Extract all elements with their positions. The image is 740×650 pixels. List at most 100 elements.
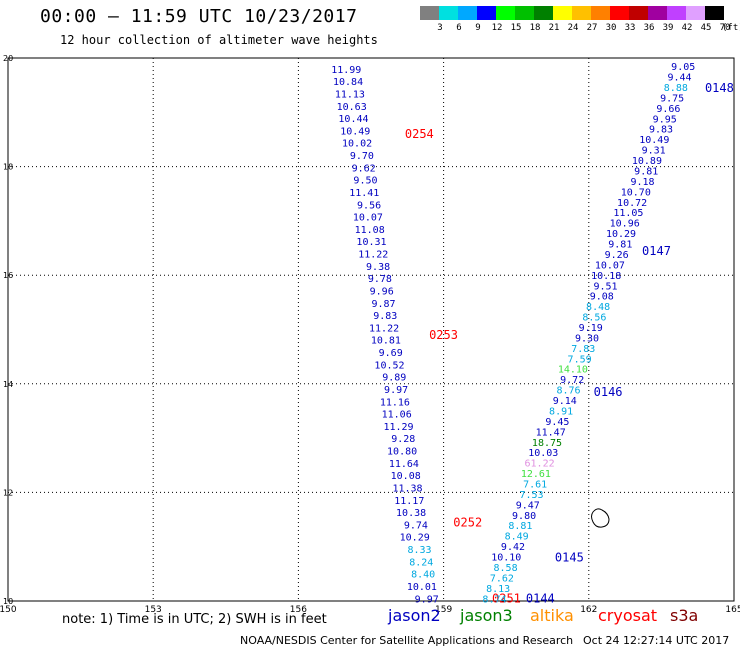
wave-height-label: 10.10 xyxy=(491,553,521,564)
color-swatch xyxy=(439,6,458,20)
wave-height-label: 11.41 xyxy=(349,188,379,199)
pass-time-label: 0146 xyxy=(594,385,623,399)
wave-height-label: 9.72 xyxy=(560,375,584,386)
wave-height-label: 10.31 xyxy=(356,237,386,248)
wave-height-label: 9.69 xyxy=(379,348,403,359)
wave-height-label: 14.10 xyxy=(558,365,588,376)
wave-height-label: 10.49 xyxy=(639,135,669,146)
wave-height-label: 10.44 xyxy=(338,114,368,125)
x-tick-label: 159 xyxy=(435,605,452,615)
wave-height-label: 11.13 xyxy=(335,89,365,100)
wave-height-label: 10.38 xyxy=(396,508,426,519)
color-swatch xyxy=(572,6,591,20)
color-swatch xyxy=(534,6,553,20)
wave-height-label: 11.29 xyxy=(383,422,413,433)
wave-height-label: 12.61 xyxy=(521,469,551,480)
wave-height-label: 7.59 xyxy=(568,354,592,365)
wave-height-label: 9.08 xyxy=(590,292,614,303)
wave-height-label: 9.81 xyxy=(634,166,658,177)
wave-height-label: 10.18 xyxy=(591,271,621,282)
wave-height-label: 9.78 xyxy=(368,274,392,285)
wave-height-label: 10.80 xyxy=(387,447,417,458)
wave-height-label: 9.96 xyxy=(370,286,394,297)
wave-height-label: 10.29 xyxy=(400,533,430,544)
y-tick-label: 18 xyxy=(3,163,13,172)
wave-height-label: 10.49 xyxy=(340,126,370,137)
wave-height-label: 61.22 xyxy=(525,459,555,470)
y-tick-label: 10 xyxy=(3,597,13,606)
pass-time-label: 0251 xyxy=(492,591,521,605)
wave-height-label: 9.47 xyxy=(516,500,540,511)
wave-height-label: 10.07 xyxy=(595,260,625,271)
color-scale-tick: 39 xyxy=(662,23,674,33)
y-tick-label: 12 xyxy=(3,488,13,497)
wave-height-label: 8.33 xyxy=(407,545,431,556)
color-scale-tick: 27 xyxy=(586,23,598,33)
wave-height-label: 11.64 xyxy=(389,459,419,470)
wave-height-label: 9.97 xyxy=(384,385,408,396)
wave-height-label: 9.83 xyxy=(373,311,397,322)
wave-height-label: 8.88 xyxy=(664,83,688,94)
wave-height-label: 11.47 xyxy=(536,427,566,438)
wave-height-label: 8.24 xyxy=(409,557,433,568)
wave-height-label: 9.05 xyxy=(671,62,695,73)
color-swatch xyxy=(667,6,686,20)
color-swatch xyxy=(458,6,477,20)
wave-height-label: 7.83 xyxy=(571,344,595,355)
wave-height-label: 9.83 xyxy=(649,125,673,136)
wave-height-label: 10.72 xyxy=(617,198,647,209)
pass-time-label: 0147 xyxy=(642,244,671,258)
wave-height-label: 9.28 xyxy=(391,434,415,445)
wave-height-label: 11.08 xyxy=(355,225,385,236)
wave-height-label: 10.96 xyxy=(610,219,640,230)
color-swatch xyxy=(553,6,572,20)
wave-height-label: 7.53 xyxy=(519,490,543,501)
wave-height-label: 9.87 xyxy=(371,299,395,310)
color-scale-tick: 30 xyxy=(605,23,617,33)
wave-height-label: 8.56 xyxy=(582,313,606,324)
wave-height-label: 9.75 xyxy=(660,93,684,104)
wave-height-label: 11.17 xyxy=(394,496,424,507)
color-swatch xyxy=(686,6,705,20)
color-swatch xyxy=(629,6,648,20)
wave-height-label: 9.14 xyxy=(553,396,577,407)
wave-height-label: 9.62 xyxy=(352,163,376,174)
wave-height-label: 10.29 xyxy=(606,229,636,240)
wave-height-label: 9.97 xyxy=(415,594,439,605)
wave-height-label: 11.16 xyxy=(380,397,410,408)
x-tick-label: 165 xyxy=(725,605,740,615)
wave-height-label: 9.80 xyxy=(512,511,536,522)
color-swatch xyxy=(648,6,667,20)
pass-time-label: 0254 xyxy=(405,127,434,141)
wave-height-label: 10.70 xyxy=(621,187,651,198)
wave-height-label: 9.45 xyxy=(545,417,569,428)
color-swatch xyxy=(705,6,724,20)
color-scale-tick: 45 xyxy=(700,23,712,33)
color-scale-tick: 42 xyxy=(681,23,693,33)
color-scale-tick: 9 xyxy=(475,23,481,33)
x-tick-label: 156 xyxy=(290,605,307,615)
wave-height-label: 8.13 xyxy=(486,584,510,595)
wave-height-label: 8.40 xyxy=(411,570,435,581)
wave-height-label: 11.06 xyxy=(382,410,412,421)
wave-height-label: 9.81 xyxy=(608,240,632,251)
wave-height-label: 10.63 xyxy=(337,102,367,113)
island-outline xyxy=(591,508,610,528)
y-tick-label: 20 xyxy=(3,54,13,63)
wave-height-label: 10.07 xyxy=(353,213,383,224)
wave-height-label: 9.89 xyxy=(382,373,406,384)
wave-height-label: 9.31 xyxy=(642,146,666,157)
color-scale-tick: 15 xyxy=(510,23,522,33)
color-scale-tick: 33 xyxy=(624,23,636,33)
chart-title: 00:00 – 11:59 UTC 10/23/2017 xyxy=(40,6,358,27)
satellite-legend-item: jason3 xyxy=(460,606,513,625)
plot-frame xyxy=(7,57,735,602)
pass-time-label: 0148 xyxy=(705,81,734,95)
wave-height-label: 9.19 xyxy=(579,323,603,334)
x-tick-label: 162 xyxy=(580,605,597,615)
x-tick-label: 153 xyxy=(145,605,162,615)
pass-time-label: 0144 xyxy=(526,591,555,605)
wave-height-label: 8.91 xyxy=(549,406,573,417)
color-swatch xyxy=(610,6,629,20)
wave-height-label: 10.84 xyxy=(333,77,363,88)
